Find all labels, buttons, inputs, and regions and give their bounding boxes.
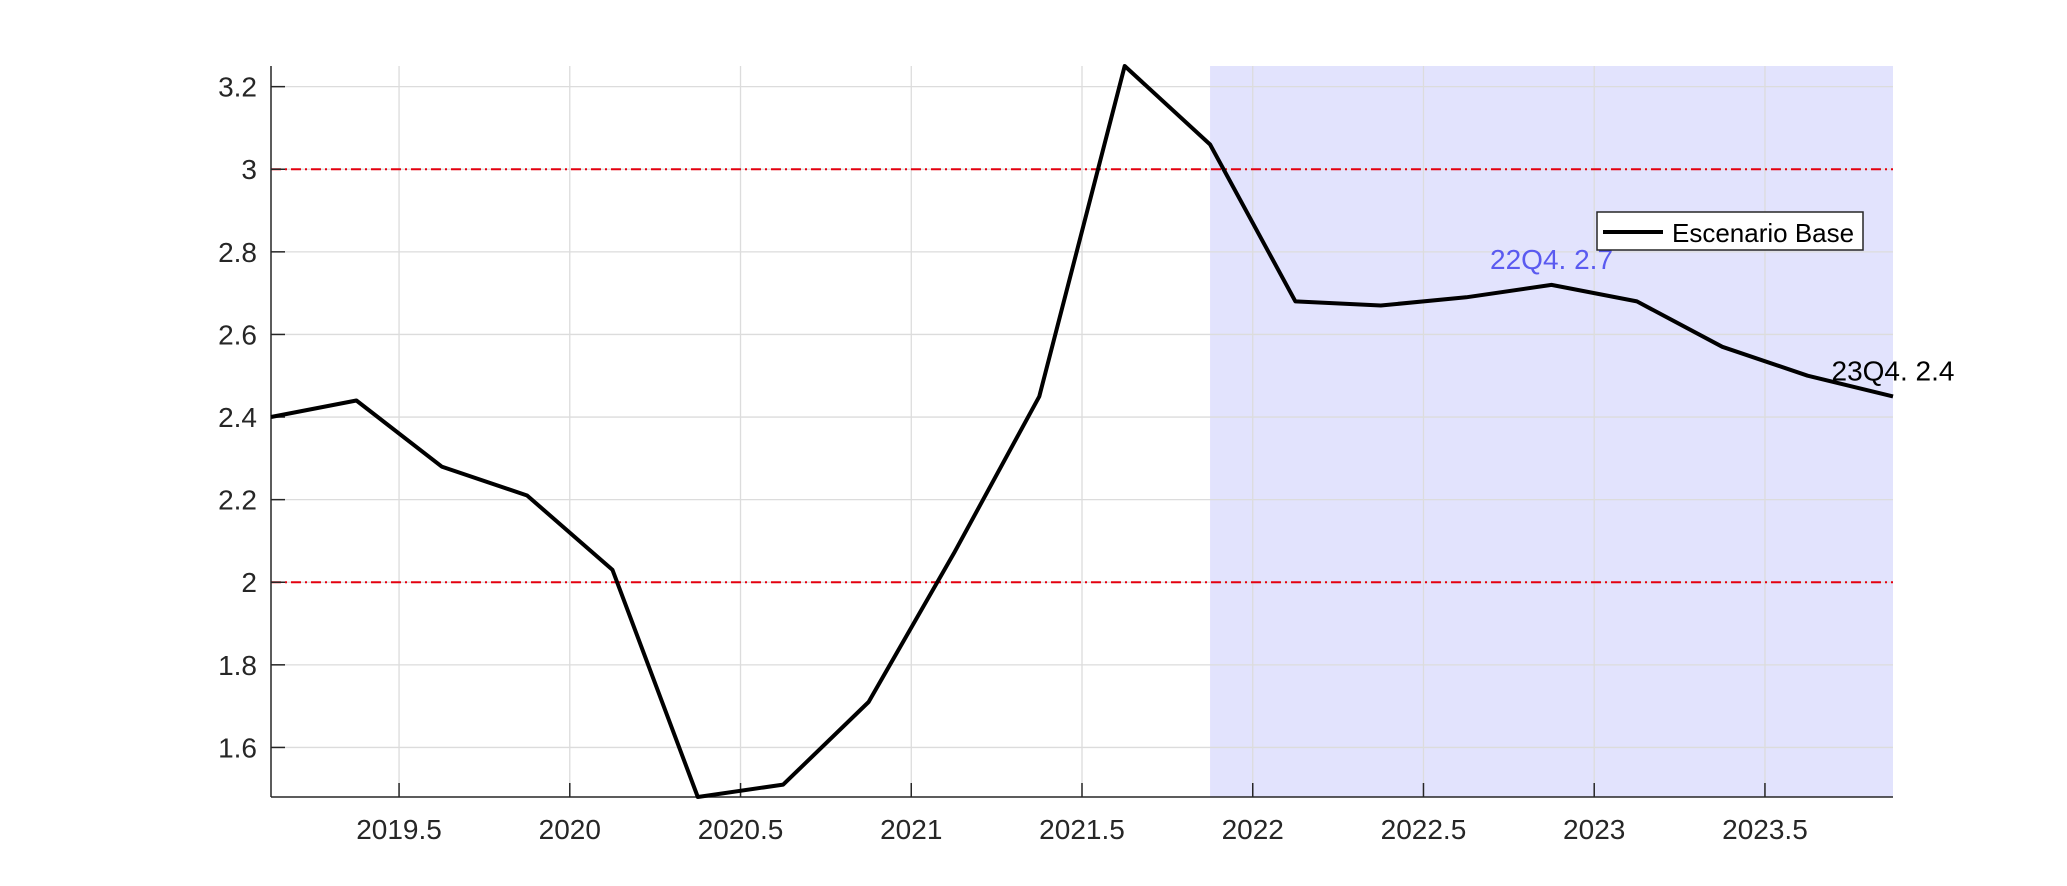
y-tick-label: 3.2 [218,72,257,103]
forecast-region-layer [1210,66,1893,797]
series-line-escenario-base [270,64,1894,799]
x-tick-label: 2022.5 [1381,814,1467,845]
y-tick-label: 2.6 [218,319,257,350]
x-tick-label: 2022 [1222,814,1284,845]
y-tick-label: 1.6 [218,732,257,763]
legend: Escenario Base [1596,211,1864,251]
annotation-label: 23Q4. 2.4 [1832,355,1955,386]
y-tick-label: 2.4 [218,402,257,433]
x-tick-label: 2021.5 [1039,814,1125,845]
y-tick-label: 2 [241,567,257,598]
y-tick-label: 1.8 [218,650,257,681]
legend-label: Escenario Base [1672,218,1854,248]
grid-layer [271,66,1893,797]
y-tick-label: 3 [241,154,257,185]
x-tick-label: 2023 [1563,814,1625,845]
annotations-layer: 22Q4. 2.7 23Q4. 2.4 [1490,244,1954,387]
y-tick-label: 2.8 [218,237,257,268]
x-tick-label: 2020.5 [698,814,784,845]
series-layer [270,64,1894,799]
axes-layer: 2019.5 2020 2020.5 2021 2021.5 2022 2022.5 2023… [218,66,1893,845]
x-tick-label: 2023.5 [1722,814,1808,845]
x-tick-label: 2020 [539,814,601,845]
x-tick-label: 2019.5 [356,814,442,845]
y-tick-label: 2.2 [218,485,257,516]
forecast-shaded-region [1210,66,1893,797]
annotation-label: 22Q4. 2.7 [1490,244,1613,275]
x-tick-label: 2021 [880,814,942,845]
